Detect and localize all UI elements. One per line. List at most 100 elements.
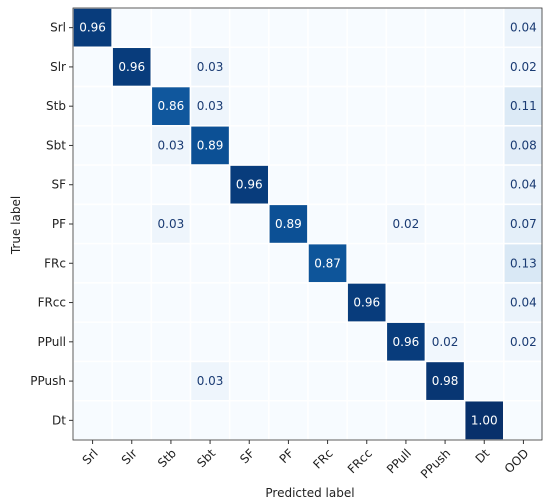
heatmap-cell-FRcc-OOD [503, 282, 543, 323]
heatmap-cell-PPush-Srl [72, 360, 113, 402]
heatmap-cell-PF-SF [228, 203, 270, 245]
heatmap-cell-Slr-PPush [424, 46, 466, 88]
heatmap-cell-Stb-Slr [111, 85, 153, 127]
heatmap-cell-SF-Srl [72, 164, 113, 206]
heatmap-cell-Slr-PF [268, 46, 309, 88]
x-axis-label: Predicted label [265, 486, 354, 500]
heatmap-cell-PPush-SF [228, 360, 270, 402]
heatmap-cell-PPush-PPull [385, 360, 427, 402]
heatmap-cell-PF-FRc [307, 203, 348, 245]
heatmap-cell-Stb-PPush [424, 85, 466, 127]
heatmap-cell-SF-SF [228, 164, 270, 206]
y-tick-label: Slr [50, 60, 66, 74]
cell-value-label: 0.03 [158, 217, 185, 231]
heatmap-cell-FRcc-PPush [424, 282, 466, 323]
cell-value-label: 0.03 [197, 374, 224, 388]
heatmap-cell-FRc-Sbt [189, 242, 231, 284]
heatmap-cell-PF-Slr [111, 203, 153, 245]
x-tick-label: SF [237, 446, 257, 466]
heatmap-cell-SF-PPush [424, 164, 466, 206]
heatmap-cell-Slr-FRc [307, 46, 348, 88]
heatmap-cell-SF-Stb [150, 164, 192, 206]
heatmap-cell-Srl-Slr [111, 7, 153, 49]
heatmap-cell-FRc-PPush [424, 242, 466, 284]
x-tick-label: Slr [119, 446, 140, 467]
heatmap-cell-Dt-Slr [111, 399, 153, 441]
heatmap-cell-PF-Dt [463, 203, 505, 245]
heatmap-cell-PPush-Dt [463, 360, 505, 402]
heatmap-cell-FRcc-PF [268, 282, 309, 323]
heatmap-cell-PPush-FRc [307, 360, 348, 402]
heatmap-cell-Dt-PF [268, 399, 309, 441]
heatmap-cell-Sbt-PPush [424, 125, 466, 166]
cell-value-label: 0.03 [197, 99, 224, 113]
heatmap-cell-Stb-Dt [463, 85, 505, 127]
heatmap-cell-PF-PF [268, 203, 309, 245]
heatmap-cell-Stb-Srl [72, 85, 113, 127]
cell-value-label: 1.00 [471, 413, 498, 427]
heatmap-cell-PPull-Dt [463, 321, 505, 363]
heatmap-cell-PF-PPull [385, 203, 427, 245]
heatmap-cell-SF-Sbt [189, 164, 231, 206]
heatmap-cell-FRcc-FRc [307, 282, 348, 323]
heatmap-cell-Stb-OOD [503, 85, 543, 127]
cell-value-label: 0.02 [432, 335, 459, 349]
heatmap-cell-Stb-PF [268, 85, 309, 127]
heatmap-cell-Dt-Stb [150, 399, 192, 441]
heatmap-cell-FRcc-Slr [111, 282, 153, 323]
cell-value-label: 0.96 [393, 335, 420, 349]
heatmap-cell-Sbt-PPull [385, 125, 427, 166]
heatmap-cell-Srl-FRcc [346, 7, 388, 49]
heatmap-cell-FRc-SF [228, 242, 270, 284]
heatmap-cell-Dt-OOD [503, 399, 543, 441]
heatmap-cell-SF-PF [268, 164, 309, 206]
heatmap-cell-Srl-Sbt [189, 7, 231, 49]
heatmap-cell-PPull-Slr [111, 321, 153, 363]
heatmap-cell-PF-Srl [72, 203, 113, 245]
heatmap-cell-PF-PPush [424, 203, 466, 245]
cell-value-label: 0.04 [510, 178, 537, 192]
heatmap-cell-PF-OOD [503, 203, 543, 245]
cell-value-label: 0.96 [79, 21, 106, 35]
heatmap-cell-Sbt-FRcc [346, 125, 388, 166]
heatmap-cell-FRcc-SF [228, 282, 270, 323]
cell-value-label: 0.08 [510, 138, 537, 152]
heatmap-cell-Dt-Dt [463, 399, 505, 441]
heatmap-cell-Slr-Slr [111, 46, 153, 88]
heatmap-cell-Slr-Stb [150, 46, 192, 88]
x-tick-label: FRc [310, 446, 335, 471]
cell-value-label: 0.02 [510, 60, 537, 74]
heatmap-cell-Srl-PPull [385, 7, 427, 49]
heatmap-cell-Sbt-FRc [307, 125, 348, 166]
heatmap-cell-Slr-Sbt [189, 46, 231, 88]
heatmap-cell-Slr-Srl [72, 46, 113, 88]
heatmap-cell-Slr-Dt [463, 46, 505, 88]
heatmap-cell-SF-PPull [385, 164, 427, 206]
heatmap-cell-PF-FRcc [346, 203, 388, 245]
x-tick-label: Srl [80, 446, 101, 467]
heatmap-cell-PPush-Sbt [189, 360, 231, 402]
heatmap-cell-FRc-PPull [385, 242, 427, 284]
heatmap-cell-FRcc-Stb [150, 282, 192, 323]
heatmap-cell-Stb-SF [228, 85, 270, 127]
cell-value-label: 0.89 [197, 138, 224, 152]
heatmap-cell-Dt-FRcc [346, 399, 388, 441]
heatmap-cell-Sbt-SF [228, 125, 270, 166]
x-tick-label: FRcc [345, 446, 375, 476]
heatmap-cell-Dt-Sbt [189, 399, 231, 441]
y-tick-label: PF [52, 217, 66, 231]
cell-value-label: 0.96 [353, 296, 380, 310]
y-tick-label: PPull [37, 335, 66, 349]
heatmap-cell-Srl-Stb [150, 7, 192, 49]
heatmap-cell-PPush-FRcc [346, 360, 388, 402]
heatmap-cell-Srl-PPush [424, 7, 466, 49]
heatmap-cell-FRc-PF [268, 242, 309, 284]
y-tick-label: SF [51, 178, 66, 192]
heatmap-cell-FRcc-Sbt [189, 282, 231, 323]
heatmap-cell-SF-FRcc [346, 164, 388, 206]
cell-value-label: 0.03 [197, 60, 224, 74]
cell-value-label: 0.13 [510, 256, 537, 270]
x-tick-label: Sbt [194, 446, 218, 470]
x-tick-label: PPush [418, 446, 453, 481]
